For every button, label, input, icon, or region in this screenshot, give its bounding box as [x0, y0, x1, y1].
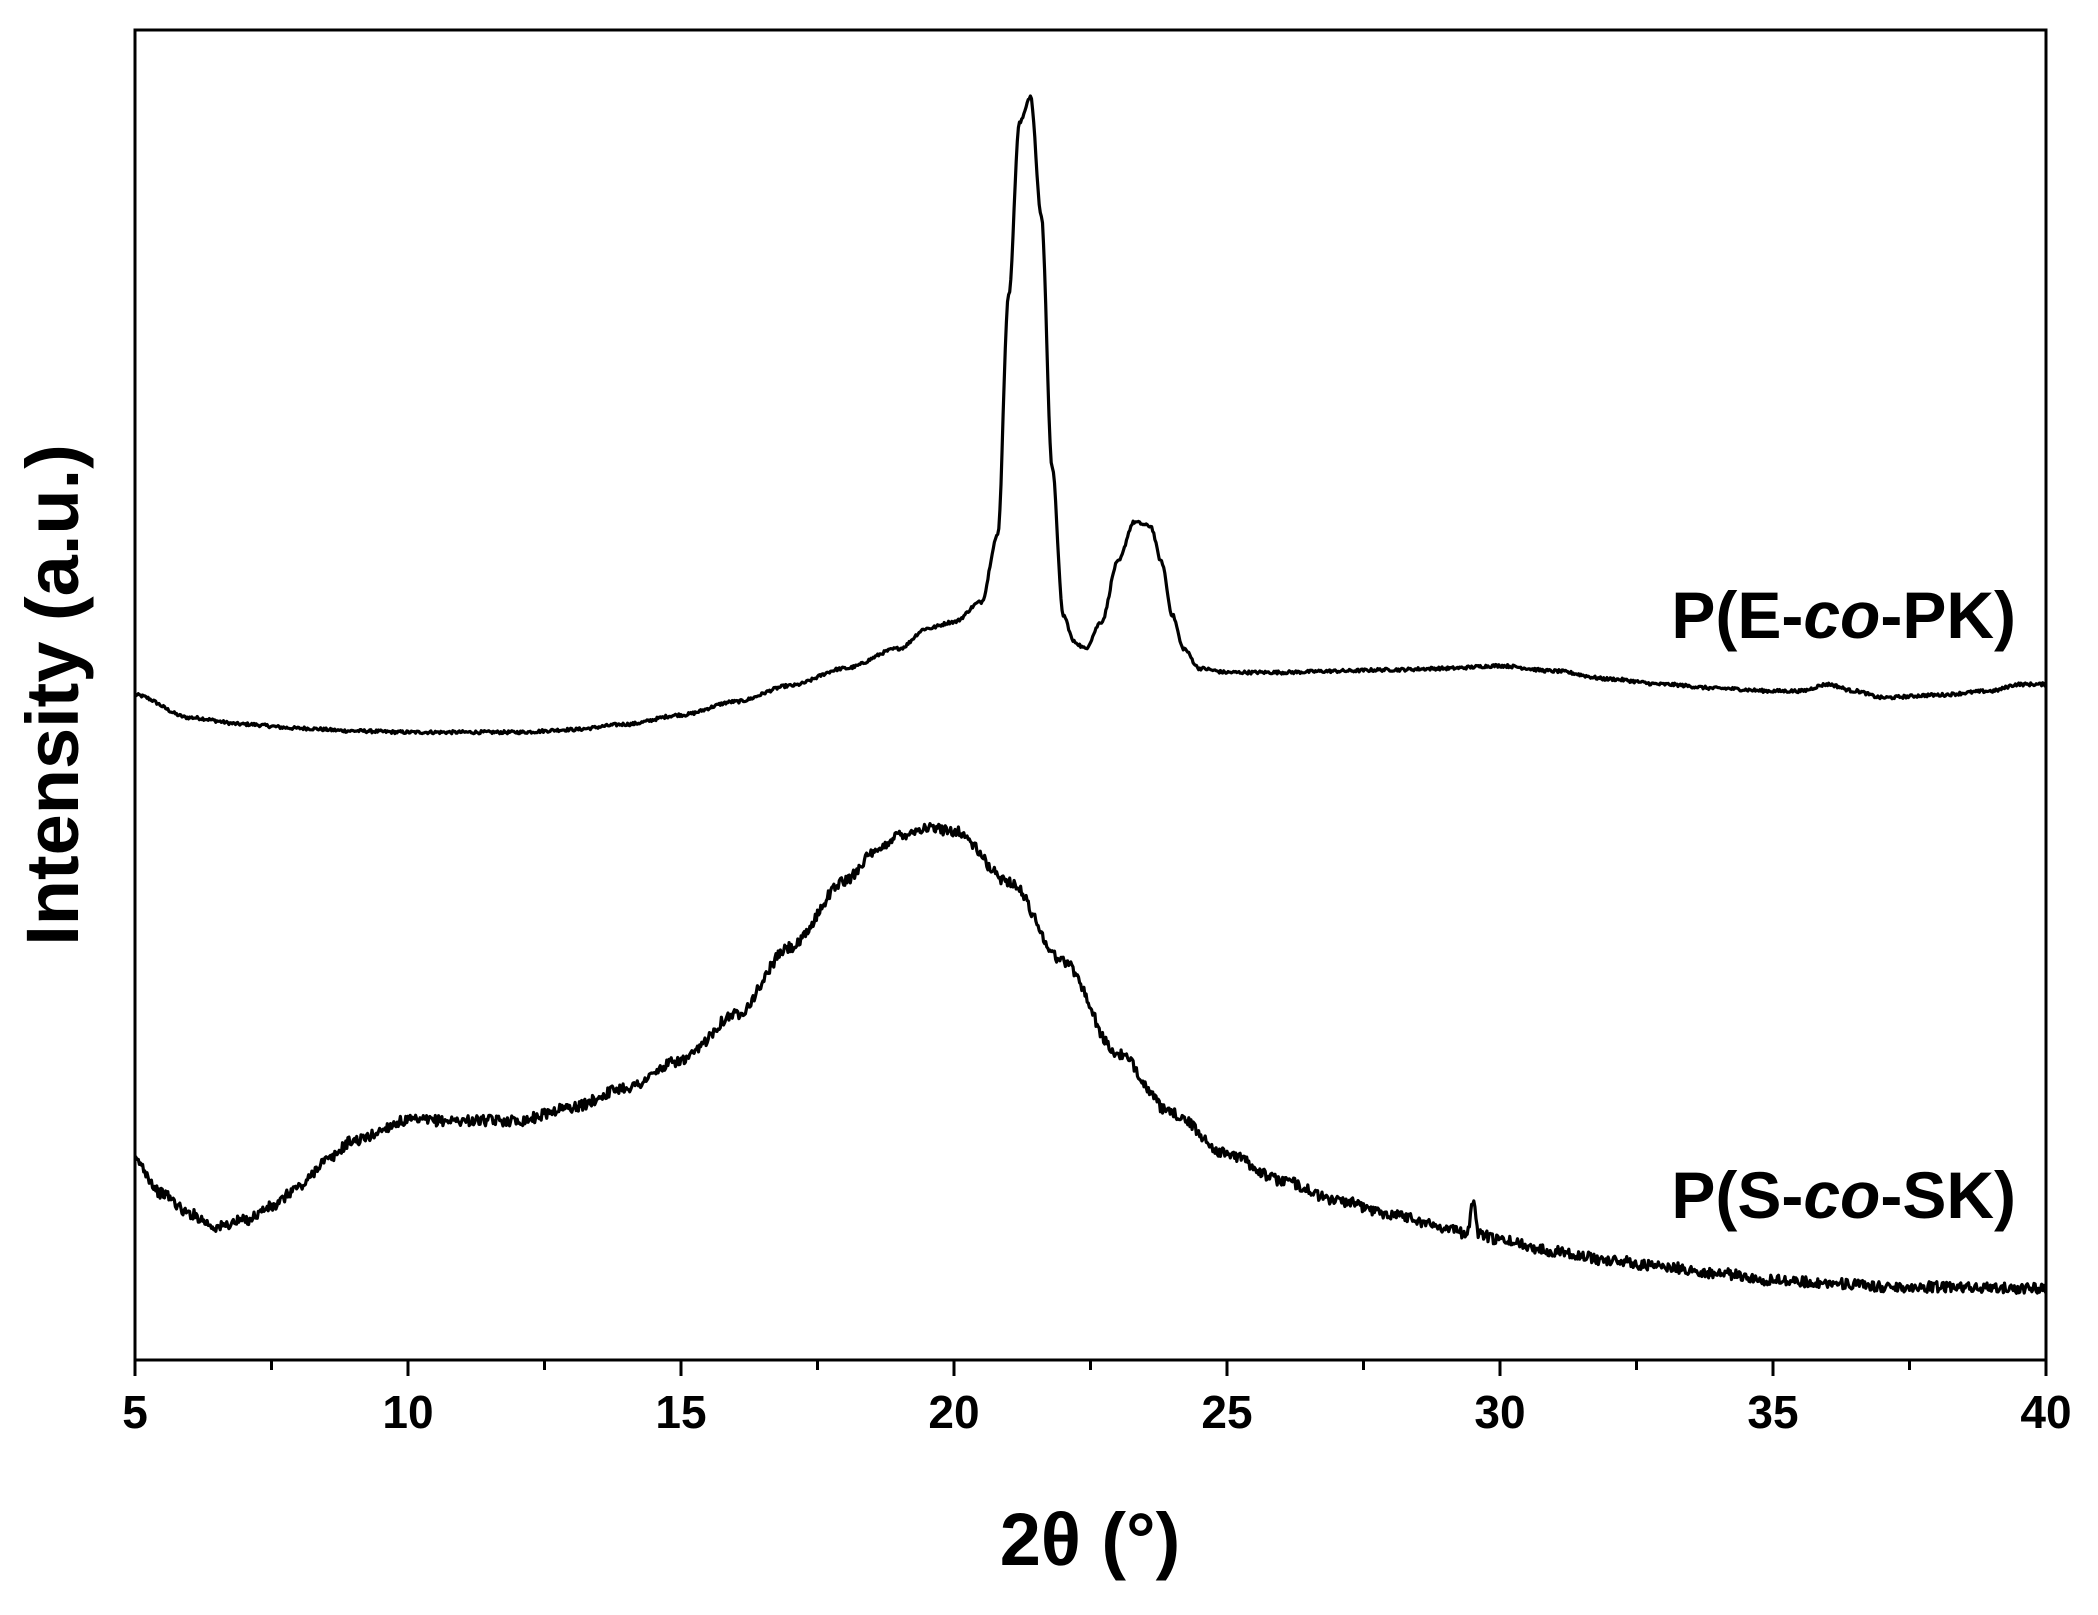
- x-axis-tick-labels: 5 10 15 20 25 30 35 40: [122, 1386, 2071, 1438]
- series-labels: P(E-co-PK)P(S-co-SK): [1671, 578, 2016, 1232]
- series-label-1: P(E-co-PK): [1671, 578, 2016, 652]
- series-label-part: P(S-: [1671, 1158, 1803, 1232]
- x-tick-label: 20: [928, 1386, 979, 1438]
- x-tick-label: 5: [122, 1386, 148, 1438]
- series-line-2: [133, 821, 2048, 1295]
- x-tick-label: 30: [1474, 1386, 1525, 1438]
- x-tick-label: 10: [382, 1386, 433, 1438]
- y-axis-title: Intensity (a.u.): [11, 444, 94, 946]
- series-label-part: P(E-: [1671, 578, 1803, 652]
- x-tick-label: 15: [655, 1386, 706, 1438]
- x-tick-label: 40: [2020, 1386, 2071, 1438]
- series-line-1: [133, 94, 2048, 736]
- series-lines: [133, 94, 2048, 1295]
- x-axis-ticks: [133, 1360, 2048, 1376]
- series-label-part: -PK): [1880, 578, 2016, 652]
- x-tick-label: 35: [1747, 1386, 1798, 1438]
- x-axis-title: 2θ (°): [1000, 1498, 1181, 1581]
- series-label-part: -SK): [1880, 1158, 2016, 1232]
- series-label-2: P(S-co-SK): [1671, 1158, 2016, 1232]
- series-label-part: co: [1803, 1158, 1880, 1232]
- series-label-part: co: [1803, 578, 1880, 652]
- x-tick-label: 25: [1201, 1386, 1252, 1438]
